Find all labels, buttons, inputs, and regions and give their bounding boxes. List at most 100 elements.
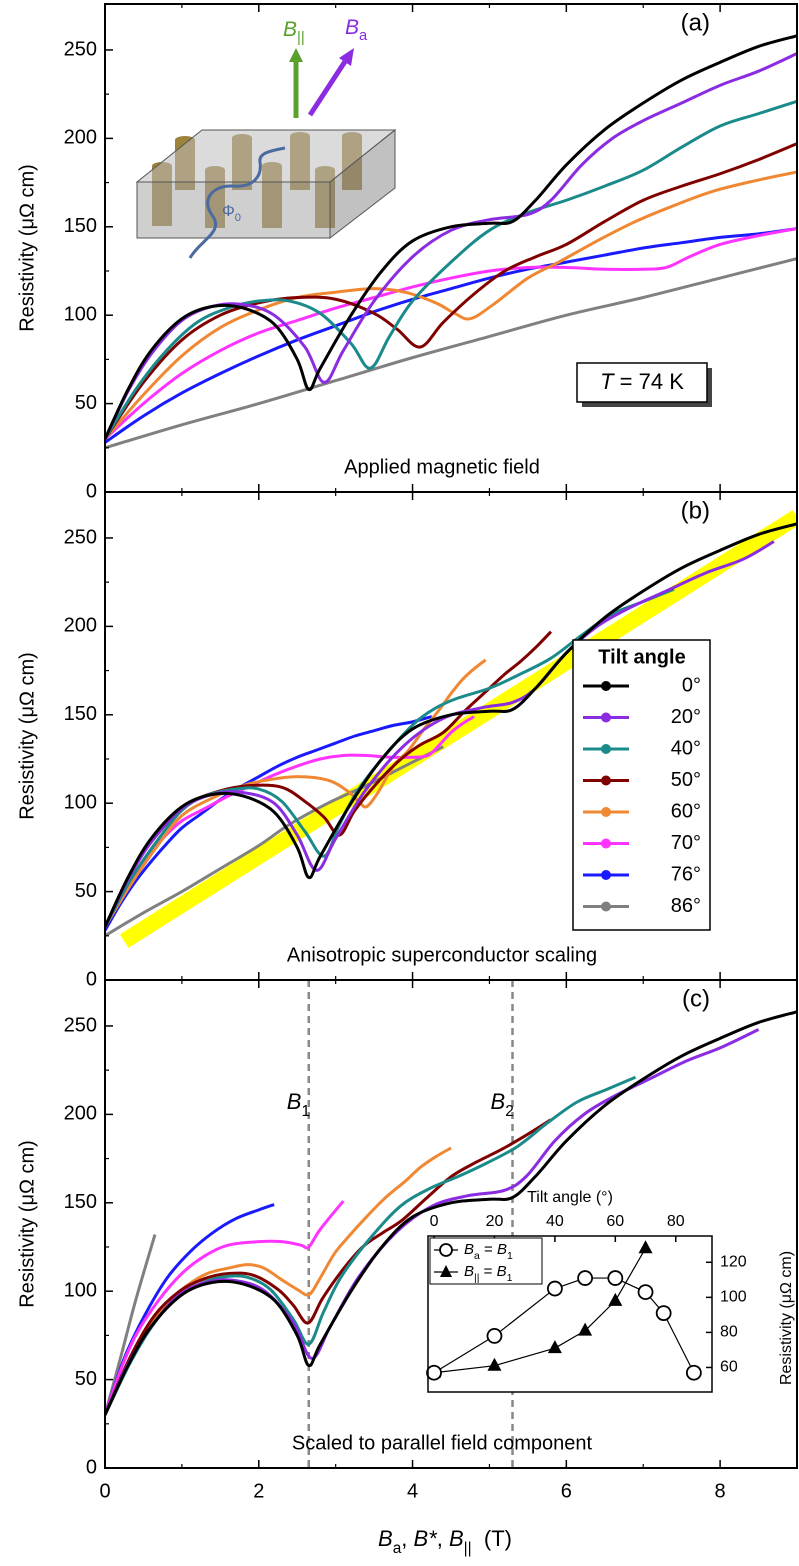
series-line xyxy=(105,34,797,440)
y-tick-label: 50 xyxy=(75,1368,97,1390)
text-part: B xyxy=(464,1263,474,1280)
legend-label: 20° xyxy=(671,706,701,728)
y-tick-label: 50 xyxy=(75,880,97,902)
marker xyxy=(546,1280,563,1297)
series-line xyxy=(105,142,797,440)
y-axis-label: Resistivity (μΩ cm) xyxy=(778,1251,795,1385)
marker xyxy=(655,1305,672,1322)
legend-marker xyxy=(601,807,611,817)
series-line xyxy=(105,227,797,444)
series-line xyxy=(105,170,797,440)
frame xyxy=(576,362,708,403)
text-part: 0 xyxy=(235,212,241,224)
y-tick-label: 200 xyxy=(64,615,97,637)
x-axis-label: Ba, B*, B|| (T) xyxy=(378,1526,512,1557)
series-line xyxy=(105,99,797,440)
y-tick-label: 100 xyxy=(64,791,97,813)
x-tick-label: 0 xyxy=(99,1480,110,1502)
legend-title: Tilt angle xyxy=(598,646,685,668)
x-tick-label: 4 xyxy=(407,1480,418,1502)
panel-label: (b) xyxy=(681,497,710,524)
legend-label: 86° xyxy=(671,895,701,917)
legend-label: B|| = B1 xyxy=(464,1263,513,1284)
text-part: 1 xyxy=(507,1250,513,1262)
text-part: || xyxy=(474,1272,479,1284)
text-part: Φ xyxy=(222,203,235,220)
threshold-label: B1 xyxy=(287,1089,310,1120)
series-line xyxy=(105,1118,552,1416)
legend-marker xyxy=(601,775,611,786)
series-line xyxy=(105,1203,275,1416)
legend-label: Ba = B1 xyxy=(464,1241,513,1262)
series-line xyxy=(105,1146,452,1416)
text-part: B xyxy=(497,1263,507,1280)
y-tick-label: 150 xyxy=(64,703,97,725)
series-line xyxy=(105,522,797,928)
x-tick-label: 60 xyxy=(606,1213,624,1230)
text-part: B xyxy=(413,1526,428,1551)
box-front xyxy=(136,181,331,239)
text-part: (T) xyxy=(472,1526,512,1551)
legend-marker xyxy=(601,744,611,754)
marker xyxy=(638,1240,653,1254)
text-part: 1 xyxy=(507,1272,513,1284)
marker xyxy=(577,1270,594,1286)
series-line xyxy=(105,257,797,450)
marker xyxy=(487,1357,502,1371)
y-tick-label: 250 xyxy=(64,38,97,60)
marker xyxy=(685,1364,702,1381)
legend-label: 70° xyxy=(671,832,701,854)
vortex-line xyxy=(188,146,286,259)
b-a-label: Ba xyxy=(345,16,368,44)
plot-area xyxy=(105,980,797,1468)
plot-area xyxy=(105,509,797,948)
panel: 60 80 100 120 0 20 40 60 80 Resistivity (μΩ cm) Ti… xyxy=(426,1189,795,1393)
y-tick-label: 120 xyxy=(720,1254,747,1271)
sample-illustration: Φ0 B|| Ba xyxy=(135,16,397,259)
plot-area xyxy=(105,34,797,450)
text-part: 1 xyxy=(301,1103,310,1120)
legend-box xyxy=(572,639,711,931)
text-part: a xyxy=(393,1540,402,1557)
y-tick-label: 250 xyxy=(64,1014,97,1036)
y-tick-label: 50 xyxy=(75,392,97,414)
arrow-head xyxy=(289,48,303,62)
legend-marker xyxy=(439,1243,453,1257)
marker xyxy=(578,1322,593,1336)
axes-frame xyxy=(104,979,798,1469)
x-tick-label: 80 xyxy=(667,1213,685,1230)
legend-label: 60° xyxy=(671,800,701,822)
y-axis-label: Resistivity (μΩ cm) xyxy=(16,652,38,820)
text-part: a xyxy=(359,28,368,44)
text-part: B xyxy=(287,1089,302,1114)
legend-marker xyxy=(601,838,611,849)
text-part: || xyxy=(464,1540,472,1557)
text-part: B xyxy=(378,1526,393,1551)
marker xyxy=(547,1340,562,1354)
x-axis-label: Tilt angle (°) xyxy=(527,1189,613,1206)
panel-caption: Applied magnetic field xyxy=(344,456,540,478)
y-tick-label: 0 xyxy=(86,968,97,990)
panel-label: (c) xyxy=(682,985,710,1012)
x-tick-label: 40 xyxy=(546,1213,564,1230)
x-tick-label: 6 xyxy=(561,1480,572,1502)
text-part: , xyxy=(437,1526,449,1551)
series-line xyxy=(105,1010,797,1416)
y-tick-label: 150 xyxy=(64,1191,97,1213)
axes-frame xyxy=(427,1235,713,1393)
y-tick-label: 200 xyxy=(64,127,97,149)
b-parallel-label: B|| xyxy=(283,18,305,46)
text-part: B xyxy=(283,18,297,41)
panel: 0 50 100 150 200 250 Resistivity (μΩ cm) (a) App… xyxy=(16,3,798,502)
y-tick-label: 0 xyxy=(86,1456,97,1478)
legend-label: 0° xyxy=(682,674,701,696)
temperature-label: T = 74 K xyxy=(600,369,684,394)
legend-marker xyxy=(601,712,611,723)
x-tick-label: 20 xyxy=(486,1213,504,1230)
y-tick-label: 100 xyxy=(720,1289,747,1306)
series-line xyxy=(105,715,433,932)
legend-label: 40° xyxy=(671,737,701,759)
text-part: , xyxy=(401,1526,413,1551)
